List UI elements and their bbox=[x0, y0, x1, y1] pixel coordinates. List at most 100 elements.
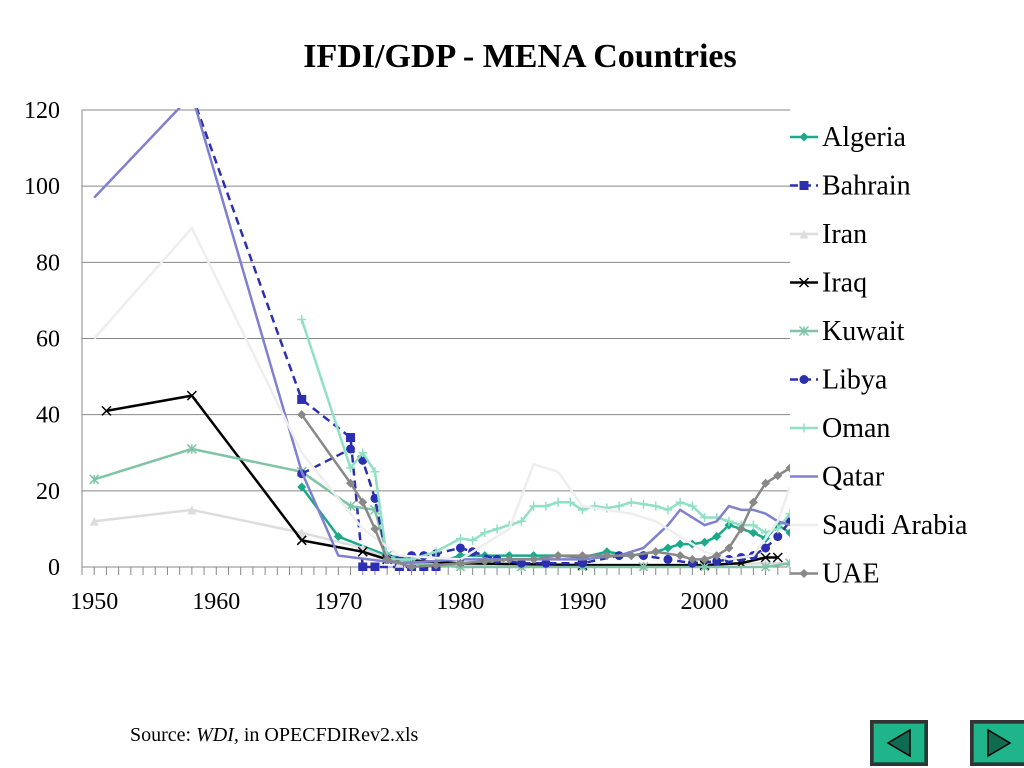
legend-label-algeria: Algeria bbox=[822, 122, 907, 153]
data-point-libya bbox=[761, 543, 771, 553]
data-point-uae bbox=[675, 551, 685, 561]
data-point-uae bbox=[504, 554, 514, 564]
legend-marker-group-bahrain bbox=[799, 181, 809, 190]
legend-marker-group-algeria bbox=[799, 132, 809, 142]
data-point-iran bbox=[187, 505, 197, 515]
data-point-kuwait bbox=[784, 558, 790, 569]
previous-slide-button[interactable] bbox=[870, 720, 928, 766]
data-point-uae bbox=[346, 478, 356, 488]
data-point-libya bbox=[541, 558, 551, 568]
data-point-uae bbox=[773, 471, 783, 481]
source-prefix: Source: bbox=[130, 724, 197, 746]
x-tick-label: 1990 bbox=[558, 589, 606, 615]
data-point-oman bbox=[346, 463, 356, 473]
data-point-kuwait bbox=[760, 561, 771, 571]
legend-label-saudi-arabia: Saudi Arabia bbox=[822, 510, 968, 541]
series-saudi-arabia bbox=[93, 225, 790, 561]
data-point-uae bbox=[700, 554, 710, 564]
x-tick-label: 1960 bbox=[192, 589, 240, 615]
triangle-right-icon bbox=[987, 728, 1012, 758]
series-line-oman bbox=[300, 319, 790, 561]
series-line-saudi-arabia bbox=[93, 225, 790, 561]
y-tick-label: 80 bbox=[36, 250, 60, 276]
data-point-libya bbox=[773, 532, 783, 542]
series-kuwait bbox=[89, 443, 790, 571]
data-point-algeria bbox=[297, 482, 307, 492]
data-point-uae bbox=[370, 524, 380, 534]
data-point-bahrain bbox=[370, 562, 380, 571]
data-point-bahrain bbox=[187, 90, 196, 99]
x-tick-label: 1950 bbox=[70, 589, 118, 615]
legend-marker-kuwait bbox=[798, 325, 810, 337]
legend-marker-libya bbox=[799, 375, 809, 384]
data-point-iran bbox=[297, 528, 307, 538]
chart-title: IFDI/GDP - MENA Countries bbox=[303, 38, 737, 75]
data-point-oman bbox=[455, 533, 465, 543]
legend-label-kuwait: Kuwait bbox=[822, 316, 905, 347]
legend-label-uae: UAE bbox=[822, 559, 880, 590]
series-line-bahrain bbox=[195, 108, 436, 569]
data-point-uae bbox=[687, 554, 697, 564]
x-tick-label: 1980 bbox=[436, 589, 484, 615]
data-point-libya bbox=[516, 558, 526, 568]
data-point-oman bbox=[480, 528, 490, 538]
data-point-iraq bbox=[760, 552, 771, 563]
legend-marker-group-kuwait bbox=[798, 325, 810, 337]
legend-label-qatar: Qatar bbox=[822, 462, 885, 493]
data-point-oman bbox=[785, 509, 790, 519]
data-point-uae bbox=[577, 551, 587, 561]
data-point-uae bbox=[602, 551, 612, 561]
legend-marker-iran bbox=[799, 229, 809, 239]
data-point-uae bbox=[748, 497, 758, 507]
data-point-algeria bbox=[700, 537, 710, 547]
data-point-iraq bbox=[186, 390, 197, 401]
data-point-oman bbox=[468, 535, 478, 545]
data-point-kuwait bbox=[638, 561, 649, 571]
series-line-qatar bbox=[93, 108, 790, 565]
data-point-oman bbox=[541, 501, 551, 511]
data-point-kuwait bbox=[89, 474, 100, 485]
legend-label-oman: Oman bbox=[822, 413, 890, 444]
data-point-kuwait bbox=[699, 561, 710, 571]
y-tick-label: 40 bbox=[36, 403, 60, 429]
next-slide-button[interactable] bbox=[970, 720, 1024, 766]
legend-marker-bahrain bbox=[799, 181, 809, 190]
data-point-iraq bbox=[101, 405, 112, 416]
data-point-algeria bbox=[712, 532, 722, 542]
data-point-oman bbox=[626, 497, 636, 507]
source-note: Source: WDI, in OPECFDIRev2.xls bbox=[130, 724, 418, 747]
data-point-algeria bbox=[675, 539, 685, 549]
data-point-oman bbox=[492, 524, 502, 534]
series-line-uae bbox=[300, 413, 790, 569]
data-point-oman bbox=[297, 314, 307, 324]
data-point-algeria bbox=[333, 532, 343, 542]
data-point-oman bbox=[370, 467, 380, 477]
data-point-bahrain bbox=[297, 394, 307, 404]
data-point-oman bbox=[516, 516, 526, 526]
data-point-uae bbox=[761, 478, 771, 488]
data-point-libya bbox=[712, 556, 722, 566]
data-point-algeria bbox=[785, 528, 790, 538]
data-point-uae bbox=[529, 554, 539, 564]
data-point-oman bbox=[773, 524, 783, 534]
data-point-uae bbox=[431, 560, 441, 570]
legend-marker-algeria bbox=[799, 132, 809, 142]
line-chart: 0 20 40 60 80 100 120 1950 1960 1970 1980 1990 2000 A… bbox=[24, 90, 968, 615]
data-point-oman bbox=[724, 516, 734, 526]
data-point-oman bbox=[675, 497, 685, 507]
data-point-iran bbox=[89, 516, 99, 526]
x-tick-label: 1970 bbox=[314, 589, 362, 615]
data-point-uae bbox=[297, 410, 307, 420]
series-line-iraq bbox=[106, 394, 778, 567]
legend-marker-uae bbox=[799, 569, 809, 578]
data-point-oman bbox=[358, 448, 368, 458]
y-tick-label: 60 bbox=[36, 327, 60, 353]
series-uae bbox=[297, 410, 790, 571]
data-point-uae bbox=[358, 497, 368, 507]
data-point-uae bbox=[553, 551, 563, 561]
data-point-iraq bbox=[357, 546, 368, 557]
data-point-uae bbox=[407, 562, 417, 571]
data-point-libya bbox=[455, 543, 465, 553]
source-italic: WDI, bbox=[196, 724, 239, 746]
data-point-uae bbox=[382, 554, 392, 564]
